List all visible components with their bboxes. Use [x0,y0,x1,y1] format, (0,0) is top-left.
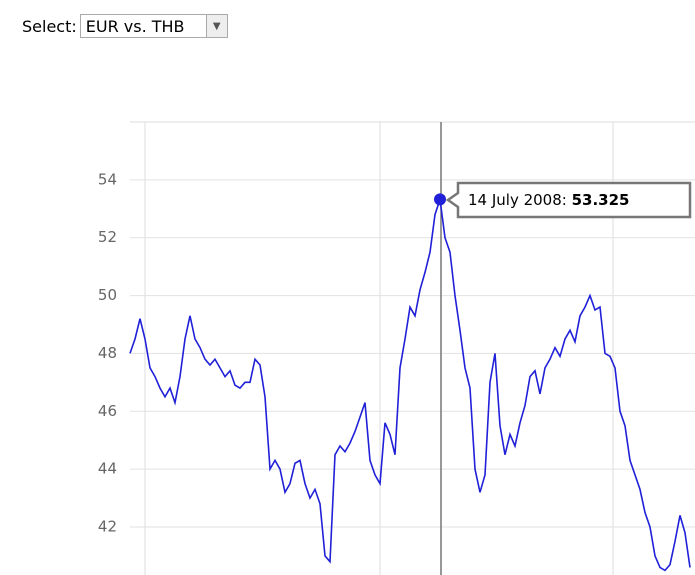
tooltip: 14 July 2008: 53.325 [445,181,692,219]
dropdown-value: EUR vs. THB [85,16,185,36]
tooltip-box [445,181,692,219]
tooltip-text: 14 July 2008: 53.325 [468,191,630,209]
y-tick-label: 54 [98,170,117,188]
selector: Select: EUR vs. THB ▼ [22,14,228,38]
y-tick-label: 50 [98,286,117,304]
dropdown[interactable]: EUR vs. THB ▼ [79,14,228,38]
y-tick-label: 44 [98,460,117,478]
tooltip-value: 53.325 [572,191,630,209]
hover-point [434,193,446,206]
y-tick-label: 48 [98,344,117,362]
select-label: Select: [22,16,77,36]
y-tick-label: 52 [98,228,117,246]
y-tick-label: 46 [98,402,117,420]
dropdown-arrow[interactable]: ▼ [205,15,227,37]
tooltip-date: 14 July 2008: [468,191,567,209]
y-tick-label: 42 [98,517,117,535]
series-line [129,199,691,572]
